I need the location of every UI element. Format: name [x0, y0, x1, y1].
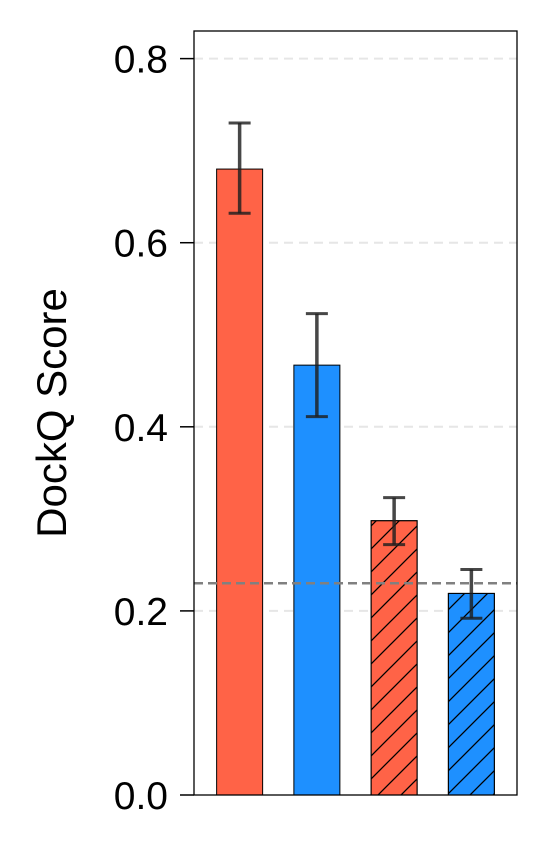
- y-axis-ticks: 0.0 0.2 0.4 0.6 0.8: [114, 39, 194, 818]
- plot-frame: [193, 30, 518, 796]
- y-tick-label: 0.4: [114, 407, 168, 450]
- y-tick-label: 0.8: [114, 39, 168, 82]
- bar: [216, 168, 264, 796]
- bar-hatch: [447, 592, 495, 796]
- bar: [293, 364, 341, 796]
- bar-hatch: [370, 520, 418, 796]
- y-axis-label: DockQ Score: [28, 288, 75, 538]
- y-tick-label: 0.0: [114, 775, 168, 818]
- y-tick-label: 0.2: [114, 591, 168, 634]
- error-bars: [228, 121, 483, 620]
- y-tick-label: 0.6: [114, 223, 168, 266]
- bars: [216, 168, 495, 796]
